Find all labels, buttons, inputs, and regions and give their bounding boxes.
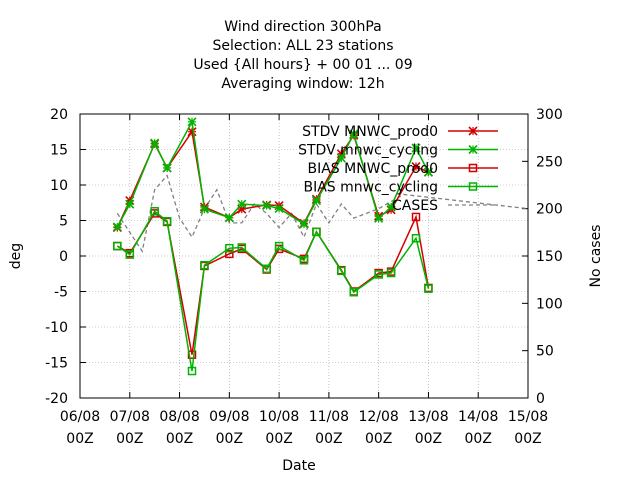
data-point xyxy=(411,234,421,243)
data-point xyxy=(162,216,172,226)
series-1 xyxy=(112,117,434,232)
data-point xyxy=(225,243,234,253)
data-point xyxy=(237,243,247,252)
y2-tick-label: 150 xyxy=(536,249,563,265)
legend-label: BIAS MNWC_prod0 xyxy=(307,161,438,177)
y2-tick-label: 300 xyxy=(536,107,563,123)
x-tick-label: 08/08 xyxy=(159,409,199,425)
data-point xyxy=(225,249,234,259)
data-point xyxy=(274,241,284,251)
data-point xyxy=(468,163,478,173)
x-tick-label: 11/08 xyxy=(309,409,349,425)
y-tick-label: -20 xyxy=(45,391,68,407)
y-tick-label: 5 xyxy=(59,214,68,230)
x-tick-label: 00Z xyxy=(315,431,342,447)
x-tick-label: 00Z xyxy=(415,431,442,447)
y2-tick-label: 100 xyxy=(536,296,563,312)
y2-tick-label: 0 xyxy=(536,391,545,407)
x-tick-label: 12/08 xyxy=(358,409,398,425)
chart-title-line: Selection: ALL 23 stations xyxy=(212,38,393,54)
data-point xyxy=(386,268,396,278)
legend-label: BIAS mnwc_cycling xyxy=(303,180,438,196)
y-tick-label: -5 xyxy=(54,285,68,301)
y2-tick-label: 250 xyxy=(536,154,563,170)
chart-title-line: Wind direction 300hPa xyxy=(224,19,381,35)
x-tick-label: 00Z xyxy=(465,431,492,447)
series-2 xyxy=(113,209,433,359)
x-tick-label: 00Z xyxy=(216,431,243,447)
y-tick-label: 20 xyxy=(50,107,68,123)
y-axis-label: deg xyxy=(8,243,24,269)
x-axis-label: Date xyxy=(282,458,315,474)
x-tick-label: 00Z xyxy=(514,431,541,447)
x-tick-label: 09/08 xyxy=(209,409,249,425)
data-point xyxy=(468,182,478,191)
series xyxy=(112,117,529,376)
x-tick-label: 10/08 xyxy=(259,409,299,425)
legend-label: STDV MNWC_prod0 xyxy=(302,124,438,140)
data-point xyxy=(424,284,433,293)
x-tick-label: 15/08 xyxy=(508,409,548,425)
x-tick-label: 07/08 xyxy=(110,409,150,425)
data-point xyxy=(349,287,359,297)
data-point xyxy=(125,250,135,259)
x-tick-label: 00Z xyxy=(116,431,143,447)
legend: STDV MNWC_prod0 STDV mnwc_cycling BIAS MNW… xyxy=(298,124,498,214)
data-point xyxy=(337,266,346,276)
y-tick-label: 15 xyxy=(50,143,68,159)
data-point xyxy=(374,270,383,279)
x-tick-label: 00Z xyxy=(66,431,93,447)
data-point xyxy=(312,227,321,237)
y-tick-label: 0 xyxy=(59,249,68,265)
series-3 xyxy=(113,207,433,376)
y-tick-label: -15 xyxy=(45,356,68,372)
legend-label: CASES xyxy=(392,198,438,214)
x-tick-label: 14/08 xyxy=(458,409,498,425)
data-point xyxy=(150,207,159,216)
data-point xyxy=(411,212,421,222)
data-point xyxy=(113,241,122,251)
data-point xyxy=(299,256,309,265)
x-tick-label: 00Z xyxy=(166,431,193,447)
data-point xyxy=(262,264,271,274)
data-point xyxy=(200,260,209,270)
x-tick-label: 00Z xyxy=(265,431,292,447)
y-tick-label: -10 xyxy=(45,320,68,336)
x-tick-label: 00Z xyxy=(365,431,392,447)
series-cases xyxy=(116,174,529,253)
y2-tick-label: 200 xyxy=(536,202,563,218)
series-line xyxy=(116,174,529,253)
chart-title-line: Used {All hours} + 00 01 ... 09 xyxy=(193,57,412,73)
series-line xyxy=(116,212,430,355)
chart-title-line: Averaging window: 12h xyxy=(221,76,384,92)
y2-tick-label: 50 xyxy=(536,344,554,360)
y2-axis-label: No cases xyxy=(588,225,604,288)
x-tick-label: 13/08 xyxy=(408,409,448,425)
y-tick-label: 10 xyxy=(50,178,68,194)
x-tick-label: 06/08 xyxy=(60,409,100,425)
data-point xyxy=(187,366,197,376)
data-point xyxy=(187,350,197,359)
chart-title: Wind direction 300hPa Selection: ALL 23 s… xyxy=(193,19,412,92)
axis-ticks: -20-15-10-50510152005010015020025030006/… xyxy=(45,107,563,447)
series-line xyxy=(116,210,430,372)
legend-label: STDV mnwc_cycling xyxy=(298,143,438,159)
